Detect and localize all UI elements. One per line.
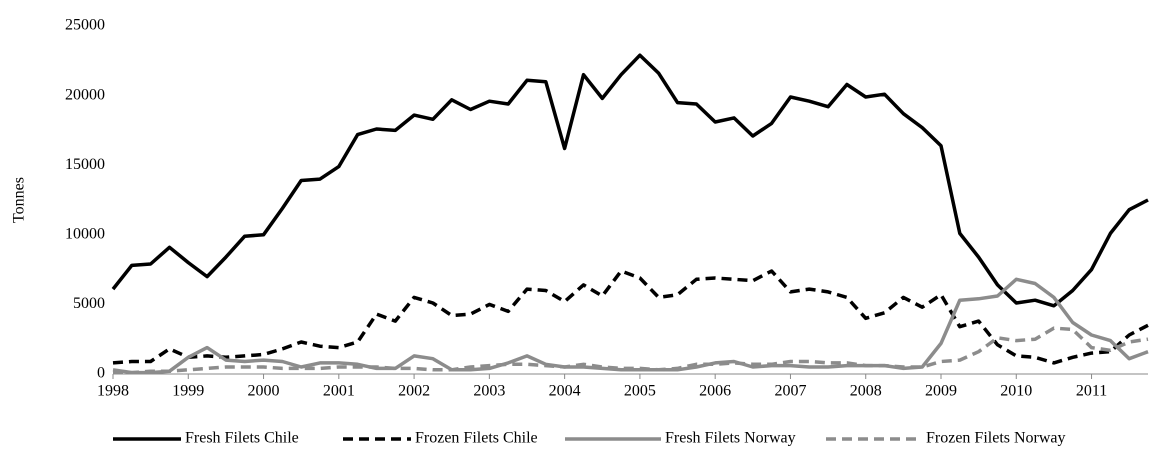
x-tick-label: 2010: [1000, 383, 1032, 400]
y-tick-label: 20000: [65, 86, 105, 103]
x-tick-label: 1999: [172, 383, 204, 400]
legend-label: Frozen Filets Norway: [926, 430, 1066, 447]
x-tick-label: 2003: [473, 383, 505, 400]
y-tick-label: 5000: [73, 295, 105, 312]
legend-label: Fresh Filets Norway: [665, 430, 796, 447]
y-tick-label: 10000: [65, 225, 105, 242]
x-tick-label: 2004: [549, 383, 581, 400]
x-tick-label: 1998: [97, 383, 129, 400]
data-line: [112, 269, 1149, 365]
legend-label: Frozen Filets Chile: [415, 430, 538, 447]
y-tick-label: 0: [97, 365, 105, 382]
y-axis-label: Tonnes: [11, 177, 28, 223]
x-tick-label: 2002: [398, 383, 430, 400]
y-tick-label: 15000: [65, 156, 105, 173]
x-tick-label: 2000: [248, 383, 280, 400]
x-tick-label: 2005: [624, 383, 656, 400]
legend-label: Fresh Filets Chile: [185, 430, 299, 447]
x-tick-label: 2008: [850, 383, 882, 400]
x-tick-label: 2006: [699, 383, 731, 400]
x-tick-label: 2009: [925, 383, 957, 400]
x-tick-label: 2011: [1076, 383, 1107, 400]
x-tick-label: 2007: [774, 383, 806, 400]
y-tick-label: 25000: [65, 17, 105, 34]
x-tick-label: 2001: [323, 383, 355, 400]
data-line: [113, 326, 1149, 375]
data-line: [112, 277, 1149, 375]
data-line: [111, 53, 1149, 308]
